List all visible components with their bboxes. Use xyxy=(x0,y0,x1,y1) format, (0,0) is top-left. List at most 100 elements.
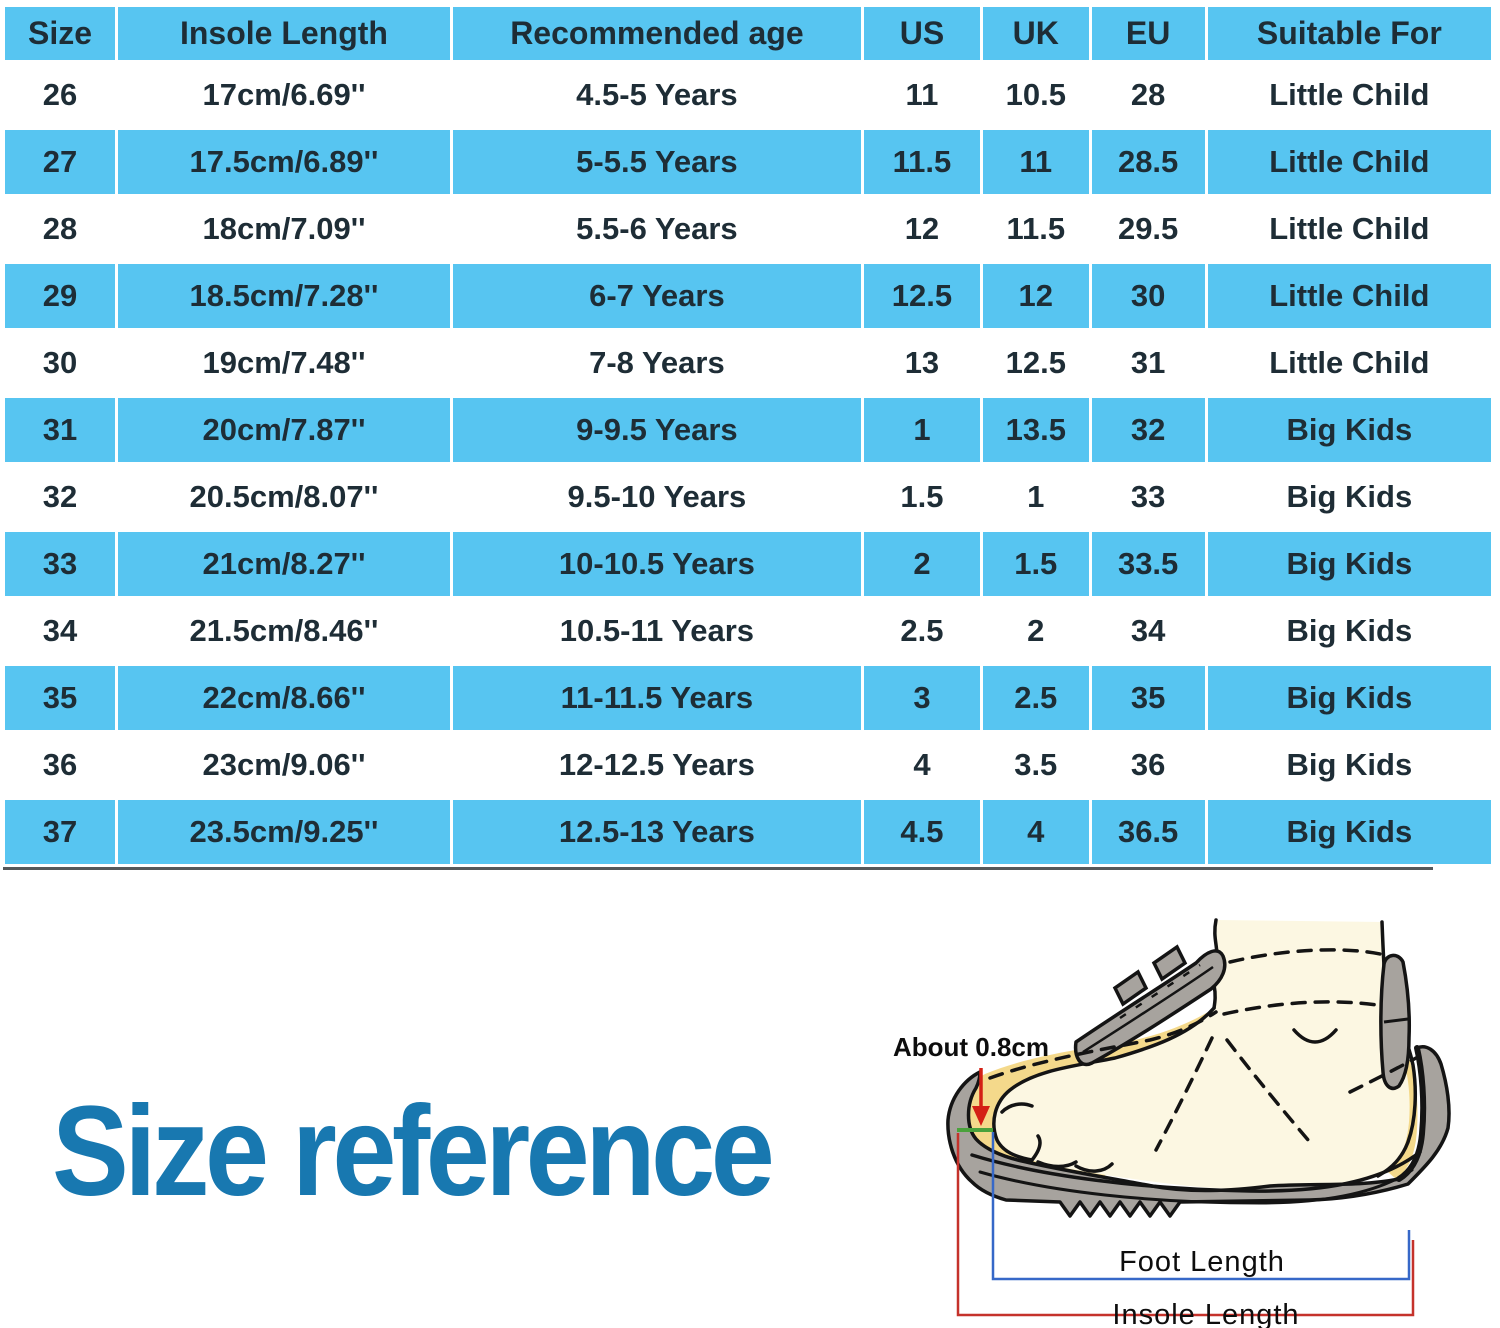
cell-recommended-age: 10-10.5 Years xyxy=(452,532,861,596)
cell-eu: 32 xyxy=(1091,398,1205,462)
cell-recommended-age: 12-12.5 Years xyxy=(452,733,861,797)
cell-us: 11.5 xyxy=(863,130,980,194)
shoe-measurement-diagram: About 0.8cm Foot Length Insole Length xyxy=(893,918,1451,1328)
cell-uk: 13.5 xyxy=(982,398,1089,462)
cell-size: 37 xyxy=(5,800,116,864)
column-header-uk: UK xyxy=(982,7,1089,60)
cell-insole-length: 21cm/8.27'' xyxy=(118,532,450,596)
table-row-size-27: 27 17.5cm/6.89'' 5-5.5 Years 11.5 11 28.5 Litt… xyxy=(5,130,1491,194)
toe-gap-label: About 0.8cm xyxy=(893,1032,1049,1062)
table-body: 26 17cm/6.69'' 4.5-5 Years 11 10.5 28 Little C… xyxy=(5,63,1491,864)
cell-us: 1.5 xyxy=(863,465,980,529)
insole-length-label: Insole Length xyxy=(1112,1299,1299,1328)
table-row-size-28: 28 18cm/7.09'' 5.5-6 Years 12 11.5 29.5 Little… xyxy=(5,197,1491,261)
cell-eu: 33.5 xyxy=(1091,532,1205,596)
cell-recommended-age: 11-11.5 Years xyxy=(452,666,861,730)
cell-uk: 2.5 xyxy=(982,666,1089,730)
cell-eu: 28.5 xyxy=(1091,130,1205,194)
cell-uk: 10.5 xyxy=(982,63,1089,127)
cell-us: 3 xyxy=(863,666,980,730)
column-header-suitable-for: Suitable For xyxy=(1207,7,1491,60)
cell-suitable-for: Big Kids xyxy=(1207,666,1491,730)
cell-suitable-for: Little Child xyxy=(1207,130,1491,194)
cell-recommended-age: 9-9.5 Years xyxy=(452,398,861,462)
cell-insole-length: 23.5cm/9.25'' xyxy=(118,800,450,864)
cell-recommended-age: 7-8 Years xyxy=(452,331,861,395)
shoe-strap xyxy=(1073,944,1227,1067)
table-row-size-37: 37 23.5cm/9.25'' 12.5-13 Years 4.5 4 36.5 Big … xyxy=(5,800,1491,864)
table-row-size-29: 29 18.5cm/7.28'' 6-7 Years 12.5 12 30 Little C… xyxy=(5,264,1491,328)
table-row-size-26: 26 17cm/6.69'' 4.5-5 Years 11 10.5 28 Little C… xyxy=(5,63,1491,127)
column-header-insole-length: Insole Length xyxy=(118,7,450,60)
cell-suitable-for: Big Kids xyxy=(1207,532,1491,596)
ankle-curve xyxy=(1292,1028,1338,1044)
cell-us: 1 xyxy=(863,398,980,462)
cell-size: 28 xyxy=(5,197,116,261)
cell-eu: 31 xyxy=(1091,331,1205,395)
cell-recommended-age: 9.5-10 Years xyxy=(452,465,861,529)
cell-size: 29 xyxy=(5,264,116,328)
cell-insole-length: 23cm/9.06'' xyxy=(118,733,450,797)
cell-size: 32 xyxy=(5,465,116,529)
cell-insole-length: 19cm/7.48'' xyxy=(118,331,450,395)
foot-length-label: Foot Length xyxy=(1119,1246,1285,1278)
header-row: Size Insole Length Recommended age US UK EU Su… xyxy=(5,7,1491,60)
cell-eu: 30 xyxy=(1091,264,1205,328)
insole-heel-area xyxy=(1388,1045,1418,1179)
cell-suitable-for: Big Kids xyxy=(1207,465,1491,529)
cell-eu: 33 xyxy=(1091,465,1205,529)
table-bottom-divider xyxy=(3,867,1433,870)
cell-recommended-age: 4.5-5 Years xyxy=(452,63,861,127)
cell-insole-length: 17.5cm/6.89'' xyxy=(118,130,450,194)
table-row-size-36: 36 23cm/9.06'' 12-12.5 Years 4 3.5 36 Big Kids xyxy=(5,733,1491,797)
cell-uk: 4 xyxy=(982,800,1089,864)
size-chart-section: Size Insole Length Recommended age US UK EU Su… xyxy=(2,4,1494,867)
cell-recommended-age: 5.5-6 Years xyxy=(452,197,861,261)
cell-size: 34 xyxy=(5,599,116,663)
table-row-size-34: 34 21.5cm/8.46'' 10.5-11 Years 2.5 2 34 Big Ki… xyxy=(5,599,1491,663)
sole-seams xyxy=(970,1045,1427,1205)
cell-us: 13 xyxy=(863,331,980,395)
cell-recommended-age: 5-5.5 Years xyxy=(452,130,861,194)
column-header-recommended-age: Recommended age xyxy=(452,7,861,60)
cell-insole-length: 20cm/7.87'' xyxy=(118,398,450,462)
table-row-size-30: 30 19cm/7.48'' 7-8 Years 13 12.5 31 Little Chi… xyxy=(5,331,1491,395)
cell-insole-length: 20.5cm/8.07'' xyxy=(118,465,450,529)
cell-uk: 11 xyxy=(982,130,1089,194)
toe-gap-annotation xyxy=(957,1068,993,1132)
cell-suitable-for: Little Child xyxy=(1207,197,1491,261)
cell-recommended-age: 12.5-13 Years xyxy=(452,800,861,864)
cell-uk: 12.5 xyxy=(982,331,1089,395)
heel-strap xyxy=(1379,953,1411,1091)
cell-uk: 3.5 xyxy=(982,733,1089,797)
cell-size: 30 xyxy=(5,331,116,395)
cell-insole-length: 18cm/7.09'' xyxy=(118,197,450,261)
cell-size: 36 xyxy=(5,733,116,797)
cell-eu: 34 xyxy=(1091,599,1205,663)
cell-uk: 1.5 xyxy=(982,532,1089,596)
cell-suitable-for: Big Kids xyxy=(1207,599,1491,663)
cell-uk: 2 xyxy=(982,599,1089,663)
table-header: Size Insole Length Recommended age US UK EU Su… xyxy=(5,7,1491,60)
section-title: Size reference xyxy=(52,1080,775,1223)
cell-suitable-for: Little Child xyxy=(1207,63,1491,127)
table-row-size-35: 35 22cm/8.66'' 11-11.5 Years 3 2.5 35 Big Kids xyxy=(5,666,1491,730)
cell-suitable-for: Big Kids xyxy=(1207,800,1491,864)
column-header-us: US xyxy=(863,7,980,60)
cell-us: 2 xyxy=(863,532,980,596)
cell-size: 33 xyxy=(5,532,116,596)
cell-us: 12.5 xyxy=(863,264,980,328)
table-row-size-33: 33 21cm/8.27'' 10-10.5 Years 2 1.5 33.5 Big Ki… xyxy=(5,532,1491,596)
cell-us: 12 xyxy=(863,197,980,261)
cell-uk: 11.5 xyxy=(982,197,1089,261)
table-row-size-32: 32 20.5cm/8.07'' 9.5-10 Years 1.5 1 33 Big Kid… xyxy=(5,465,1491,529)
cell-suitable-for: Big Kids xyxy=(1207,398,1491,462)
cell-insole-length: 22cm/8.66'' xyxy=(118,666,450,730)
cell-us: 4.5 xyxy=(863,800,980,864)
cell-us: 11 xyxy=(863,63,980,127)
cell-eu: 36 xyxy=(1091,733,1205,797)
arrow-down-icon xyxy=(972,1106,990,1126)
column-header-eu: EU xyxy=(1091,7,1205,60)
table-row-size-31: 31 20cm/7.87'' 9-9.5 Years 1 13.5 32 Big Kids xyxy=(5,398,1491,462)
